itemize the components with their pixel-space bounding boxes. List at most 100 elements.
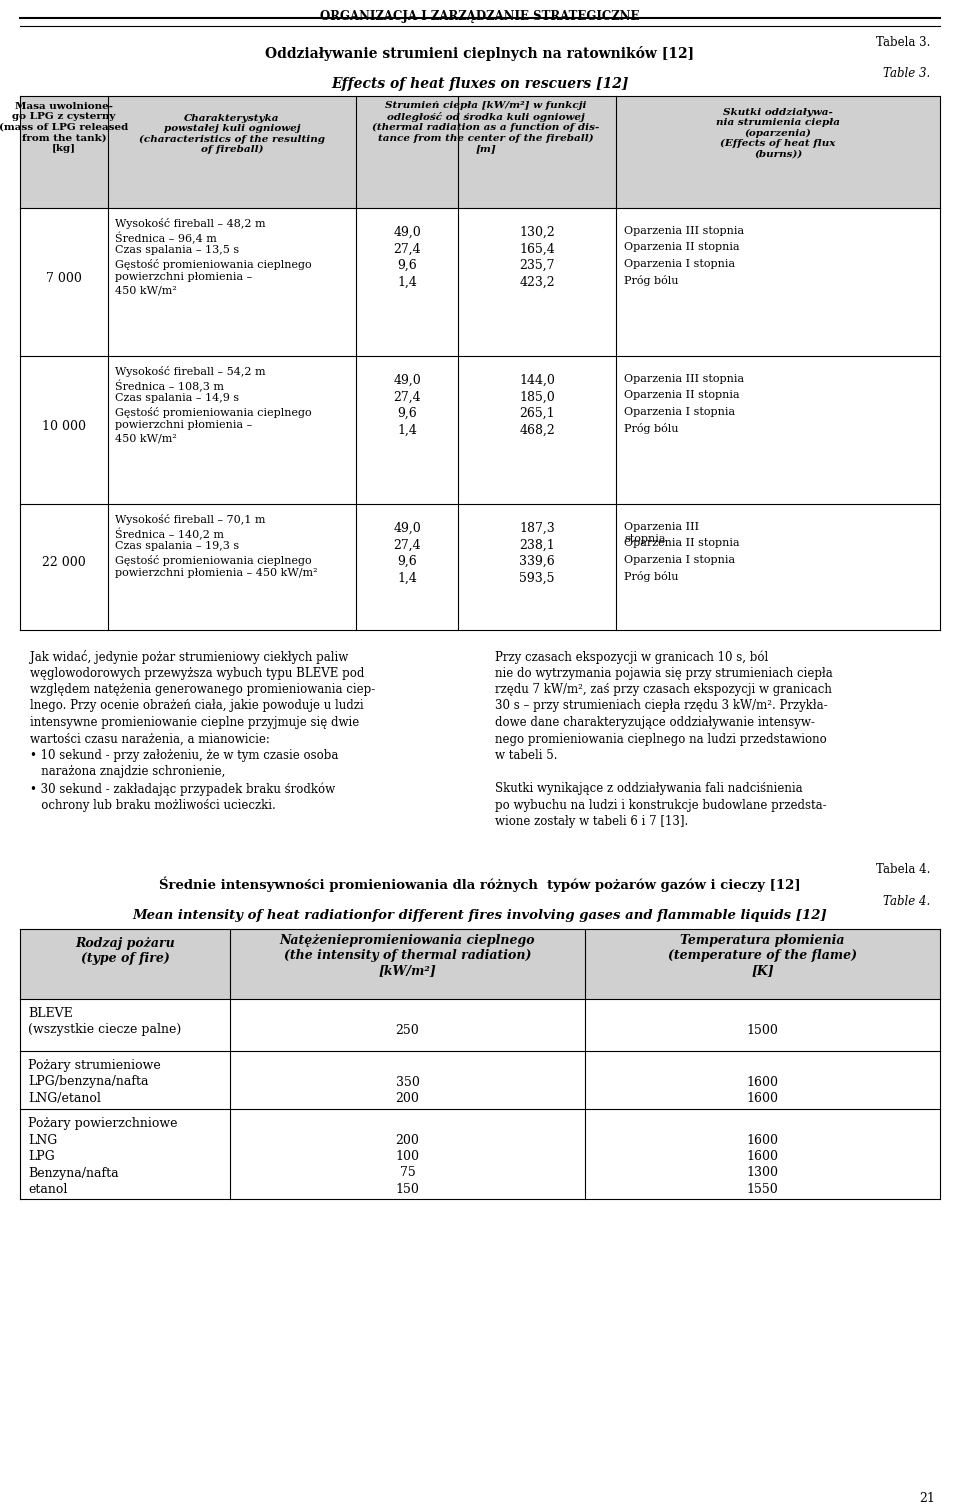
Text: Oparzenia II stopnia: Oparzenia II stopnia bbox=[624, 538, 739, 549]
Text: Pożary powierzchniowe: Pożary powierzchniowe bbox=[28, 1117, 178, 1129]
Text: 200: 200 bbox=[396, 1092, 420, 1105]
Text: Charakterystyka
powstałej kuli ogniowej
(characteristics of the resulting
of fir: Charakterystyka powstałej kuli ogniowej … bbox=[139, 115, 325, 154]
Text: 27,4: 27,4 bbox=[394, 243, 420, 255]
Text: Natężeniepromieniowania cieplnego
(the intensity of thermal radiation)
[kW/m²]: Natężeniepromieniowania cieplnego (the i… bbox=[279, 933, 536, 977]
Text: Pożary strumieniowe: Pożary strumieniowe bbox=[28, 1059, 160, 1072]
Text: 75: 75 bbox=[399, 1167, 416, 1179]
Text: 235,7: 235,7 bbox=[519, 259, 555, 271]
Text: 350: 350 bbox=[396, 1075, 420, 1089]
Text: powierzchni płomienia –: powierzchni płomienia – bbox=[115, 421, 252, 430]
Text: Oparzenia II stopnia: Oparzenia II stopnia bbox=[624, 391, 739, 401]
Text: 185,0: 185,0 bbox=[519, 391, 555, 404]
Text: nie do wytrzymania pojawia się przy strumieniach ciepła: nie do wytrzymania pojawia się przy stru… bbox=[495, 667, 832, 680]
Text: Czas spalania – 13,5 s: Czas spalania – 13,5 s bbox=[115, 244, 239, 255]
Text: 165,4: 165,4 bbox=[519, 243, 555, 255]
Text: 1550: 1550 bbox=[747, 1182, 779, 1196]
Text: LNG: LNG bbox=[28, 1134, 58, 1146]
Text: Tabela 3.: Tabela 3. bbox=[876, 36, 930, 48]
Text: 339,6: 339,6 bbox=[519, 555, 555, 569]
Text: 1,4: 1,4 bbox=[397, 572, 417, 585]
Text: 27,4: 27,4 bbox=[394, 391, 420, 404]
Text: 593,5: 593,5 bbox=[519, 572, 555, 585]
Bar bbox=[20, 97, 940, 208]
Text: Temperatura płomienia
(temperature of the flame)
[K]: Temperatura płomienia (temperature of th… bbox=[668, 933, 857, 977]
Text: 238,1: 238,1 bbox=[519, 538, 555, 552]
Text: węglowodorowych przewyższa wybuch typu BLEVE pod: węglowodorowych przewyższa wybuch typu B… bbox=[30, 667, 365, 680]
Text: 150: 150 bbox=[396, 1182, 420, 1196]
Text: • 30 sekund - zakładając przypadek braku środków: • 30 sekund - zakładając przypadek braku… bbox=[30, 783, 335, 796]
Text: LPG/benzyna/nafta: LPG/benzyna/nafta bbox=[28, 1075, 149, 1089]
Bar bbox=[20, 998, 940, 1051]
Text: 468,2: 468,2 bbox=[519, 424, 555, 436]
Text: Rodzaj pożaru
(type of fire): Rodzaj pożaru (type of fire) bbox=[75, 936, 175, 965]
Bar bbox=[20, 356, 940, 504]
Text: Próg bólu: Próg bólu bbox=[624, 572, 679, 582]
Text: Gęstość promieniowania cieplnego: Gęstość promieniowania cieplnego bbox=[115, 258, 312, 270]
Text: Średnica – 96,4 m: Średnica – 96,4 m bbox=[115, 232, 217, 244]
Text: Masa uwolnione-
go LPG z cysterny
(mass of LPG released
from the tank)
[kg]: Masa uwolnione- go LPG z cysterny (mass … bbox=[0, 103, 129, 152]
Text: Czas spalania – 14,9 s: Czas spalania – 14,9 s bbox=[115, 394, 239, 403]
Text: (wszystkie ciecze palne): (wszystkie ciecze palne) bbox=[28, 1024, 181, 1036]
Text: Oparzenia III stopnia: Oparzenia III stopnia bbox=[624, 226, 744, 235]
Text: 187,3: 187,3 bbox=[519, 522, 555, 535]
Bar bbox=[20, 504, 940, 630]
Bar bbox=[20, 1108, 940, 1199]
Text: LNG/etanol: LNG/etanol bbox=[28, 1092, 101, 1105]
Text: Strumień ciepła [kW/m²] w funkcji
odległość od środka kuli ogniowej
(thermal rad: Strumień ciepła [kW/m²] w funkcji odległ… bbox=[372, 101, 600, 154]
Text: Skutki wynikające z oddziaływania fali nadciśnienia: Skutki wynikające z oddziaływania fali n… bbox=[495, 783, 803, 795]
Text: powierzchni płomienia – 450 kW/m²: powierzchni płomienia – 450 kW/m² bbox=[115, 569, 318, 578]
Text: 49,0: 49,0 bbox=[394, 374, 420, 388]
Text: ochrony lub braku możliwości ucieczki.: ochrony lub braku możliwości ucieczki. bbox=[30, 799, 276, 811]
Text: 1600: 1600 bbox=[747, 1092, 779, 1105]
Text: Mean intensity of heat radiationfor different fires involving gases and flammabl: Mean intensity of heat radiationfor diff… bbox=[132, 909, 828, 921]
Bar bbox=[20, 208, 940, 356]
Text: po wybuchu na ludzi i konstrukcje budowlane przedsta-: po wybuchu na ludzi i konstrukcje budowl… bbox=[495, 799, 827, 811]
Text: Table 3.: Table 3. bbox=[883, 66, 930, 80]
Text: • 10 sekund - przy założeniu, że w tym czasie osoba: • 10 sekund - przy założeniu, że w tym c… bbox=[30, 749, 338, 762]
Text: 9,6: 9,6 bbox=[397, 555, 417, 569]
Text: 1600: 1600 bbox=[747, 1134, 779, 1146]
Text: 9,6: 9,6 bbox=[397, 259, 417, 271]
Text: 423,2: 423,2 bbox=[519, 276, 555, 288]
Text: Oparzenia I stopnia: Oparzenia I stopnia bbox=[624, 555, 735, 566]
Text: Próg bólu: Próg bólu bbox=[624, 276, 679, 287]
Text: Oparzenia I stopnia: Oparzenia I stopnia bbox=[624, 407, 735, 418]
Text: 250: 250 bbox=[396, 1024, 420, 1036]
Text: Oparzenia II stopnia: Oparzenia II stopnia bbox=[624, 243, 739, 252]
Text: 1300: 1300 bbox=[747, 1167, 779, 1179]
Text: ORGANIZACJA I ZARZĄDZANIE STRATEGICZNE: ORGANIZACJA I ZARZĄDZANIE STRATEGICZNE bbox=[321, 11, 639, 23]
Text: w tabeli 5.: w tabeli 5. bbox=[495, 749, 558, 762]
Text: Wysokość fireball – 70,1 m: Wysokość fireball – 70,1 m bbox=[115, 514, 266, 525]
Text: Skutki oddziaływa-
nia strumienia ciepła
(oparzenia)
(Effects of heat flux
(burn: Skutki oddziaływa- nia strumienia ciepła… bbox=[716, 109, 840, 158]
Text: Oddziaływanie strumieni cieplnych na ratowników [12]: Oddziaływanie strumieni cieplnych na rat… bbox=[265, 47, 695, 60]
Text: powierzchni płomienia –: powierzchni płomienia – bbox=[115, 271, 252, 282]
Text: Średnica – 140,2 m: Średnica – 140,2 m bbox=[115, 528, 224, 540]
Text: Oparzenia III stopnia: Oparzenia III stopnia bbox=[624, 374, 744, 385]
Text: wione zostały w tabeli 6 i 7 [13].: wione zostały w tabeli 6 i 7 [13]. bbox=[495, 814, 688, 828]
Text: 49,0: 49,0 bbox=[394, 226, 420, 238]
Bar bbox=[20, 1051, 940, 1108]
Text: 7 000: 7 000 bbox=[46, 271, 82, 285]
Text: 21: 21 bbox=[919, 1491, 935, 1505]
Text: 265,1: 265,1 bbox=[519, 407, 555, 421]
Text: 450 kW/m²: 450 kW/m² bbox=[115, 433, 177, 443]
Text: 1600: 1600 bbox=[747, 1151, 779, 1163]
Text: Czas spalania – 19,3 s: Czas spalania – 19,3 s bbox=[115, 541, 239, 550]
Text: Gęstość promieniowania cieplnego: Gęstość promieniowania cieplnego bbox=[115, 407, 312, 418]
Text: etanol: etanol bbox=[28, 1182, 67, 1196]
Text: narażona znajdzie schronienie,: narażona znajdzie schronienie, bbox=[30, 766, 226, 778]
Text: 1,4: 1,4 bbox=[397, 424, 417, 436]
Text: 200: 200 bbox=[396, 1134, 420, 1146]
Text: 10 000: 10 000 bbox=[42, 419, 86, 433]
Text: Gęstość promieniowania cieplnego: Gęstość promieniowania cieplnego bbox=[115, 555, 312, 566]
Text: Oparzenia III
stopnia: Oparzenia III stopnia bbox=[624, 522, 699, 543]
Text: 30 s – przy strumieniach ciepła rzędu 3 kW/m². Przykła-: 30 s – przy strumieniach ciepła rzędu 3 … bbox=[495, 700, 828, 712]
Text: 100: 100 bbox=[396, 1151, 420, 1163]
Text: rzędu 7 kW/m², zaś przy czasach ekspozycji w granicach: rzędu 7 kW/m², zaś przy czasach ekspozyc… bbox=[495, 683, 832, 697]
Text: nego promieniowania cieplnego na ludzi przedstawiono: nego promieniowania cieplnego na ludzi p… bbox=[495, 733, 827, 745]
Text: Średnie intensywności promieniowania dla różnych  typów pożarów gazów i cieczy [: Średnie intensywności promieniowania dla… bbox=[159, 878, 801, 893]
Text: 144,0: 144,0 bbox=[519, 374, 555, 388]
Text: 27,4: 27,4 bbox=[394, 538, 420, 552]
Text: 22 000: 22 000 bbox=[42, 556, 85, 570]
Text: dowe dane charakteryzujące oddziaływanie intensyw-: dowe dane charakteryzujące oddziaływanie… bbox=[495, 716, 815, 728]
